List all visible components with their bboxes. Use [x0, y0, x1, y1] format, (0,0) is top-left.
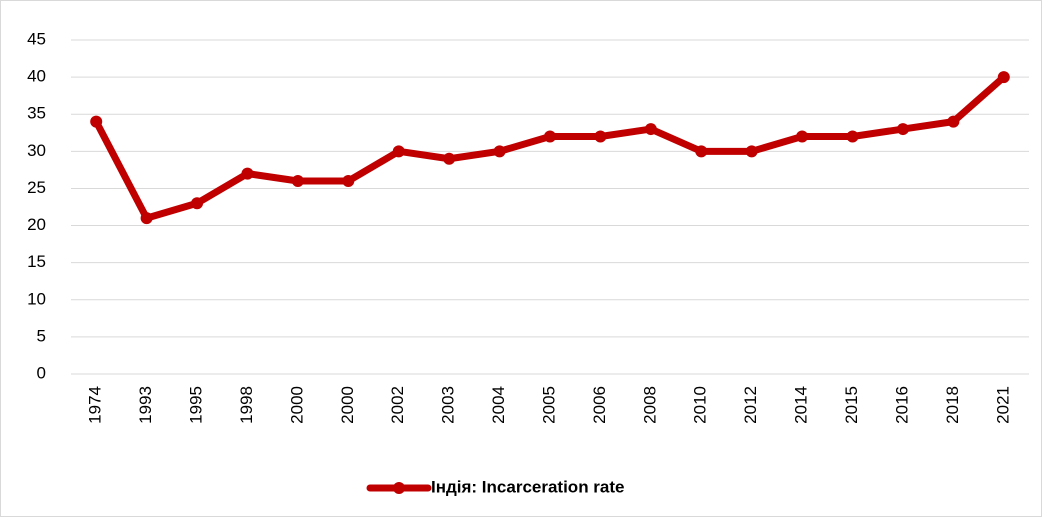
x-tick-label: 2021 [993, 386, 1012, 424]
x-tick-label: 2016 [892, 386, 911, 424]
y-tick-label: 10 [27, 289, 46, 308]
data-point [443, 152, 456, 165]
data-point [695, 145, 708, 158]
data-point [140, 212, 153, 225]
data-point [291, 175, 304, 188]
data-point [191, 197, 204, 210]
legend-label: Індія: Incarceration rate [431, 477, 624, 496]
y-tick-label: 40 [27, 67, 46, 86]
x-tick-label: 2012 [741, 386, 760, 424]
data-point [594, 130, 607, 143]
y-tick-label: 15 [27, 252, 46, 271]
y-tick-label: 25 [27, 178, 46, 197]
data-point [947, 115, 960, 128]
data-point [493, 145, 506, 158]
x-tick-label: 2000 [338, 386, 357, 424]
y-tick-label: 5 [37, 326, 46, 345]
data-point [896, 123, 909, 136]
x-tick-label: 2000 [287, 386, 306, 424]
x-tick-label: 1995 [187, 386, 206, 424]
data-point [241, 167, 254, 180]
x-tick-label: 2015 [842, 386, 861, 424]
data-point [997, 71, 1010, 84]
x-tick-label: 2008 [640, 386, 659, 424]
data-point [544, 130, 556, 143]
data-point [90, 115, 103, 128]
y-tick-label: 20 [27, 215, 46, 234]
y-tick-label: 35 [27, 104, 46, 123]
x-tick-label: 1993 [136, 386, 155, 424]
data-point [644, 123, 657, 136]
data-point [342, 175, 355, 188]
x-tick-label: 2006 [590, 386, 609, 424]
x-tick-label: 1974 [86, 386, 105, 424]
x-tick-label: 2010 [691, 386, 710, 424]
data-point [745, 145, 758, 158]
legend-marker [393, 482, 405, 494]
y-tick-label: 30 [27, 141, 46, 160]
data-point [392, 145, 405, 158]
x-tick-label: 2014 [792, 386, 811, 424]
x-tick-label: 1998 [237, 386, 256, 424]
data-point [796, 130, 809, 143]
x-tick-label: 2002 [388, 386, 407, 424]
x-tick-label: 2018 [943, 386, 962, 424]
x-tick-label: 2005 [539, 386, 558, 424]
x-tick-label: 2003 [439, 386, 458, 424]
y-tick-label: 45 [27, 29, 46, 48]
y-tick-label: 0 [37, 363, 46, 382]
x-tick-label: 2004 [489, 386, 508, 424]
data-point [846, 130, 859, 143]
